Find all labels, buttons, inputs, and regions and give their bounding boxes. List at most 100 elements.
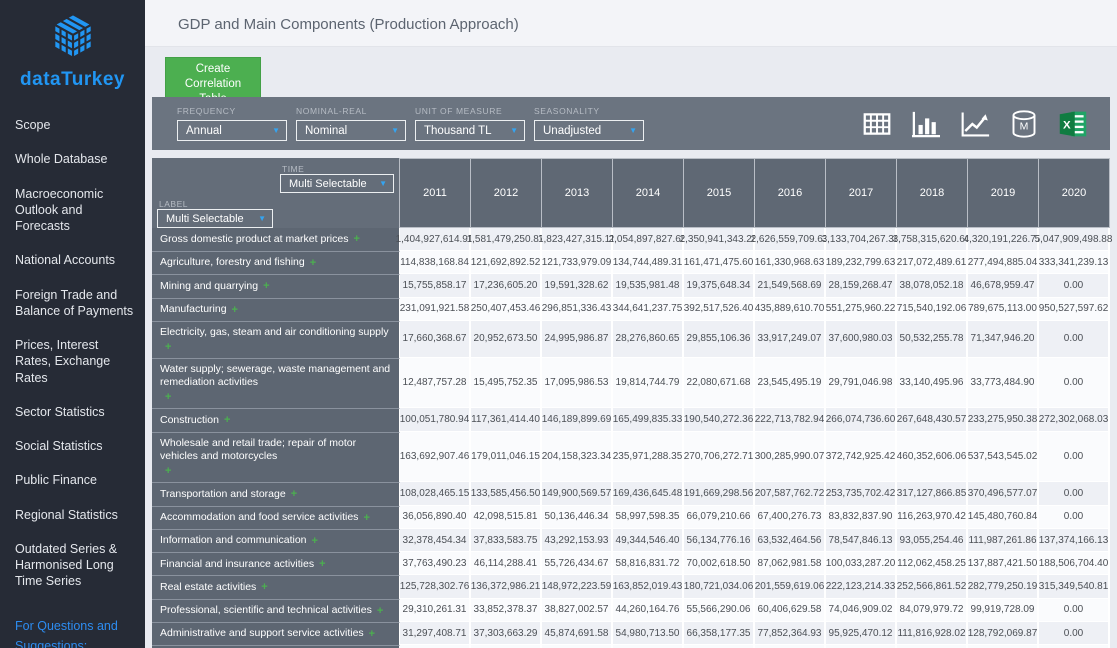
label-multiselect-dropdown[interactable]: Multi Selectable ▼ bbox=[157, 209, 273, 228]
cell-electricity-gas-steam-and-air-conditioni-2017: 37,600,980.03 bbox=[826, 320, 897, 358]
cell-mining-and-quarrying-2019: 46,678,959.47 bbox=[968, 274, 1039, 298]
time-multiselect-dropdown[interactable]: Multi Selectable ▼ bbox=[280, 174, 394, 193]
cell-administrative-and-support-service-activ-2013: 45,874,691.58 bbox=[542, 622, 613, 646]
logo[interactable]: dataTurkey bbox=[0, 0, 145, 91]
cell-agriculture-forestry-and-fishing-2011: 114,838,168.84 bbox=[400, 251, 471, 275]
chevron-down-icon: ▼ bbox=[258, 214, 266, 223]
row-label-professional-scientific-and-technical-ac[interactable]: Professional, scientific and technical a… bbox=[152, 598, 400, 623]
line-chart-icon[interactable] bbox=[960, 109, 990, 139]
cell-accommodation-and-food-service-activitie-2012: 42,098,515.81 bbox=[471, 505, 542, 529]
row-label-mining-and-quarrying[interactable]: Mining and quarrying + bbox=[152, 274, 400, 298]
row-label-information-and-communication[interactable]: Information and communication + bbox=[152, 528, 400, 553]
filter-label-nominal-real: NOMINAL-REAL bbox=[296, 106, 367, 116]
expand-plus-icon[interactable]: + bbox=[363, 511, 370, 524]
filter-dropdown-frequency[interactable]: Annual ▼ bbox=[177, 120, 287, 141]
cell-gross-domestic-product-at-market-prices-2011: 1,404,927,614.91 bbox=[396, 228, 473, 251]
table-row-manufacturing: Manufacturing +231,091,921.58 250,407,453.… bbox=[152, 297, 1110, 321]
year-column-header-2011[interactable]: 2011 bbox=[400, 158, 471, 228]
cell-water-supply-sewerage-waste-management-a-2011: 12,487,757.28 bbox=[400, 357, 471, 409]
cell-transportation-and-storage-2012: 133,585,456.50 bbox=[471, 482, 542, 506]
filter-dropdown-unit-of-measure[interactable]: Thousand TL ▼ bbox=[415, 120, 525, 141]
filter-group-frequency: FREQUENCY Annual ▼ bbox=[177, 106, 287, 141]
cell-water-supply-sewerage-waste-management-a-2014: 19,814,744.79 bbox=[613, 357, 684, 409]
cell-manufacturing-2012: 250,407,453.46 bbox=[471, 297, 542, 321]
year-column-header-2017[interactable]: 2017 bbox=[826, 158, 897, 228]
row-label-accommodation-and-food-service-activitie[interactable]: Accommodation and food service activitie… bbox=[152, 505, 400, 529]
sidebar-nav: Scope Whole Database Macroeconomic Outlook… bbox=[0, 91, 145, 590]
row-label-construction[interactable]: Construction + bbox=[152, 408, 400, 432]
cell-administrative-and-support-service-activ-2012: 37,303,663.29 bbox=[471, 622, 542, 646]
cell-construction-2015: 190,540,272.36 bbox=[684, 408, 755, 432]
filter-dropdown-seasonality[interactable]: Unadjusted ▼ bbox=[534, 120, 644, 141]
expand-plus-icon[interactable]: + bbox=[165, 464, 172, 477]
row-label-wholesale-and-retail-trade-repair-of-mot[interactable]: Wholesale and retail trade; repair of mo… bbox=[152, 431, 400, 483]
year-column-header-2013[interactable]: 2013 bbox=[542, 158, 613, 228]
sidebar-item-outdated-series-harmonised-long-time-ser[interactable]: Outdated Series & Harmonised Long Time S… bbox=[15, 541, 118, 589]
year-column-header-2020[interactable]: 2020 bbox=[1039, 158, 1110, 228]
cell-electricity-gas-steam-and-air-conditioni-2014: 28,276,860.65 bbox=[613, 320, 684, 358]
cell-administrative-and-support-service-activ-2011: 31,297,408.71 bbox=[400, 622, 471, 646]
year-column-header-2019[interactable]: 2019 bbox=[968, 158, 1039, 228]
label-multiselect-value: Multi Selectable bbox=[166, 212, 244, 225]
sidebar-item-sector-statistics[interactable]: Sector Statistics bbox=[15, 404, 105, 419]
year-column-header-2014[interactable]: 2014 bbox=[613, 158, 684, 228]
row-label-manufacturing[interactable]: Manufacturing + bbox=[152, 297, 400, 321]
sidebar-item-macroeconomic-outlook-and-forecasts[interactable]: Macroeconomic Outlook and Forecasts bbox=[15, 186, 104, 234]
year-column-header-2016[interactable]: 2016 bbox=[755, 158, 826, 228]
cell-administrative-and-support-service-activ-2015: 66,358,177.35 bbox=[684, 622, 755, 646]
bar-chart-icon[interactable] bbox=[911, 109, 941, 139]
expand-plus-icon[interactable]: + bbox=[290, 488, 298, 501]
row-label-text: Real estate activities bbox=[160, 580, 257, 593]
row-label-agriculture-forestry-and-fishing[interactable]: Agriculture, forestry and fishing + bbox=[152, 251, 400, 275]
filter-dropdown-nominal-real[interactable]: Nominal ▼ bbox=[296, 120, 406, 141]
row-label-electricity-gas-steam-and-air-conditioni[interactable]: Electricity, gas, steam and air conditio… bbox=[152, 320, 400, 358]
expand-plus-icon[interactable]: + bbox=[353, 233, 360, 246]
chevron-down-icon: ▼ bbox=[391, 126, 399, 135]
sidebar-item-regional-statistics[interactable]: Regional Statistics bbox=[15, 507, 118, 522]
expand-plus-icon[interactable]: + bbox=[165, 391, 172, 404]
row-label-gross-domestic-product-at-market-prices[interactable]: Gross domestic product at market prices + bbox=[152, 228, 400, 251]
row-label-financial-and-insurance-activities[interactable]: Financial and insurance activities + bbox=[152, 552, 400, 576]
cell-administrative-and-support-service-activ-2020: 0.00 bbox=[1039, 622, 1110, 646]
sidebar-item-national-accounts[interactable]: National Accounts bbox=[15, 253, 116, 268]
cell-mining-and-quarrying-2013: 19,591,328.62 bbox=[542, 274, 613, 298]
chevron-down-icon: ▼ bbox=[272, 126, 280, 135]
row-label-administrative-and-support-service-activ[interactable]: Administrative and support service activ… bbox=[152, 622, 400, 646]
sidebar-item-whole-database[interactable]: Whole Database bbox=[15, 152, 108, 167]
year-column-header-2015[interactable]: 2015 bbox=[684, 158, 755, 228]
expand-plus-icon[interactable]: + bbox=[376, 604, 384, 617]
cell-public-administration-and-defence-compul-2013: 81,159,765.09 bbox=[542, 645, 613, 648]
expand-plus-icon[interactable]: + bbox=[165, 340, 172, 353]
expand-plus-icon[interactable]: + bbox=[368, 628, 376, 641]
cell-mining-and-quarrying-2017: 28,159,268.47 bbox=[826, 274, 897, 298]
sidebar-item-social-statistics[interactable]: Social Statistics bbox=[15, 439, 103, 453]
sidebar-item-scope[interactable]: Scope bbox=[15, 118, 51, 132]
sidebar-item-prices-interest-rates-exchange-rates[interactable]: Prices, Interest Rates, Exchange Rates bbox=[15, 338, 111, 385]
row-label-transportation-and-storage[interactable]: Transportation and storage + bbox=[152, 482, 400, 506]
expand-plus-icon[interactable]: + bbox=[309, 257, 317, 269]
row-label-text: Manufacturing bbox=[160, 302, 227, 315]
expand-plus-icon[interactable]: + bbox=[263, 280, 270, 293]
expand-plus-icon[interactable]: + bbox=[311, 534, 318, 547]
expand-plus-icon[interactable]: + bbox=[261, 581, 268, 594]
year-column-header-2018[interactable]: 2018 bbox=[897, 158, 968, 228]
cell-real-estate-activities-2012: 136,372,986.21 bbox=[471, 575, 542, 599]
cell-real-estate-activities-2018: 252,566,861.52 bbox=[897, 575, 968, 599]
table-icon[interactable] bbox=[862, 109, 892, 139]
cell-professional-scientific-and-technical-ac-2016: 60,406,629.58 bbox=[755, 598, 826, 623]
excel-export-icon[interactable]: X bbox=[1058, 109, 1088, 139]
cell-financial-and-insurance-activities-2014: 58,816,831.72 bbox=[613, 552, 684, 576]
cell-transportation-and-storage-2016: 207,587,762.72 bbox=[755, 482, 826, 506]
row-label-public-administration-and-defence-compul[interactable]: Public administration and defence; compu… bbox=[152, 645, 400, 648]
row-label-water-supply-sewerage-waste-management-a[interactable]: Water supply; sewerage, waste management… bbox=[152, 357, 400, 409]
expand-plus-icon[interactable]: + bbox=[223, 414, 231, 427]
sidebar-item-foreign-trade-and-balance-of-payments[interactable]: Foreign Trade and Balance of Payments bbox=[15, 287, 134, 318]
row-label-real-estate-activities[interactable]: Real estate activities + bbox=[152, 575, 400, 599]
expand-plus-icon[interactable]: + bbox=[231, 303, 238, 316]
metadata-database-icon[interactable]: M bbox=[1009, 109, 1039, 139]
time-filter-label: TIME bbox=[282, 164, 305, 174]
row-label-text: Mining and quarrying bbox=[160, 279, 259, 292]
expand-plus-icon[interactable]: + bbox=[319, 558, 326, 571]
sidebar-item-public-finance[interactable]: Public Finance bbox=[15, 473, 97, 488]
year-column-header-2012[interactable]: 2012 bbox=[471, 158, 542, 228]
